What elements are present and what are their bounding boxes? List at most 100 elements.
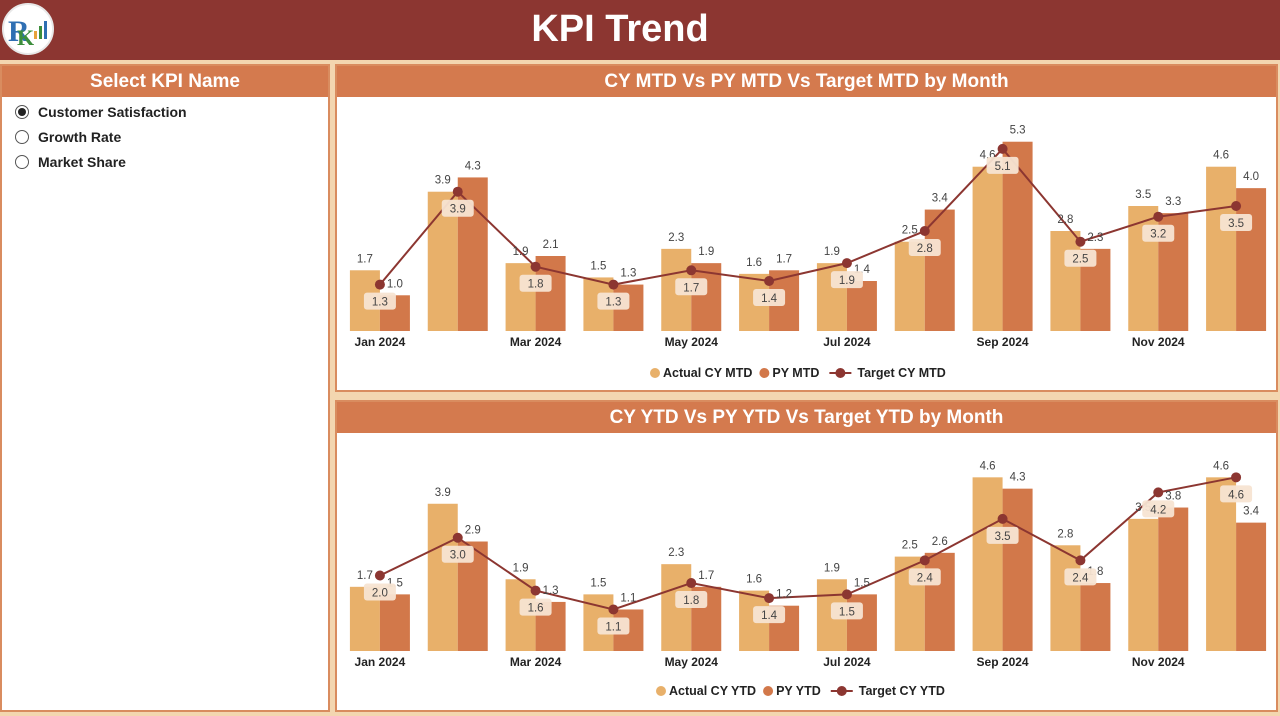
bar-py xyxy=(379,594,410,651)
data-label-py: 5.3 xyxy=(1010,125,1026,137)
target-point xyxy=(919,226,930,236)
data-label-py: 2.9 xyxy=(465,525,481,537)
x-tick-label: Jan 2024 xyxy=(355,655,406,669)
target-point xyxy=(452,186,463,197)
x-tick-label: Nov 2024 xyxy=(1132,655,1185,669)
bar-actual xyxy=(1206,477,1237,651)
x-tick-label: Mar 2024 xyxy=(510,335,562,349)
target-label-box xyxy=(597,617,630,635)
data-label-actual: 1.5 xyxy=(590,577,606,589)
slicer-option-label: Customer Satisfaction xyxy=(38,103,187,120)
legend-target-label: Target CY MTD xyxy=(857,366,945,380)
target-label-box xyxy=(597,292,630,310)
data-label-py: 1.9 xyxy=(698,246,714,258)
data-label-target: 3.2 xyxy=(1150,229,1166,241)
bar-py xyxy=(1002,488,1033,651)
target-label-box xyxy=(830,271,863,289)
data-label-actual: 1.6 xyxy=(746,574,762,586)
data-label-target: 1.4 xyxy=(761,610,778,622)
data-label-py: 4.3 xyxy=(465,160,481,172)
target-label-box xyxy=(986,526,1019,544)
data-label-py: 4.0 xyxy=(1243,171,1259,183)
x-tick-label: Mar 2024 xyxy=(510,655,562,669)
data-label-actual: 1.6 xyxy=(746,257,762,269)
legend-actual-icon xyxy=(656,686,666,696)
x-tick-label: Jul 2024 xyxy=(823,655,871,669)
data-label-target: 1.5 xyxy=(839,606,855,618)
data-label-actual: 3.9 xyxy=(435,487,451,499)
target-point xyxy=(374,570,385,581)
target-point xyxy=(452,532,463,543)
slicer-option-label: Market Share xyxy=(38,153,126,170)
slicer-option-growth-rate[interactable]: Growth Rate xyxy=(2,124,328,149)
target-label-box xyxy=(441,545,474,563)
data-label-target: 3.5 xyxy=(1228,218,1244,230)
legend-py-icon xyxy=(759,368,770,378)
data-label-py: 4.3 xyxy=(1010,472,1026,484)
x-tick-label: May 2024 xyxy=(665,335,719,349)
ytd-chart-panel: CY YTD Vs PY YTD Vs Target YTD by Month … xyxy=(335,400,1278,712)
data-label-py: 1.7 xyxy=(698,570,714,582)
x-tick-label: Sep 2024 xyxy=(977,335,1029,349)
data-label-target: 1.1 xyxy=(605,621,621,633)
data-label-target: 1.6 xyxy=(528,603,544,615)
target-label-box xyxy=(908,239,941,256)
bar-actual xyxy=(1050,545,1081,651)
data-label-py: 2.3 xyxy=(1087,232,1103,244)
radio-icon[interactable] xyxy=(15,129,29,144)
bar-py xyxy=(1236,188,1267,331)
slicer-option-customer-satisfaction[interactable]: Customer Satisfaction xyxy=(2,99,328,124)
target-point xyxy=(608,279,619,290)
target-label-box xyxy=(753,606,786,624)
legend-py-icon xyxy=(763,686,774,696)
target-point xyxy=(686,265,697,276)
legend-target-icon xyxy=(835,368,846,378)
legend-target-label: Target CY YTD xyxy=(859,684,945,698)
data-label-target: 1.7 xyxy=(683,282,699,294)
bar-py xyxy=(846,281,877,331)
data-label-actual: 3.5 xyxy=(1135,189,1151,201)
target-point xyxy=(1075,555,1086,566)
target-point xyxy=(530,585,541,596)
data-label-actual: 2.8 xyxy=(1057,528,1073,540)
target-line xyxy=(379,147,1237,286)
target-label-box xyxy=(1220,214,1253,231)
mtd-chart: 1.7 1.0 1.3 3.9 4.3 3.9 1.9 2.1 1.8 1.5 1.3 1.3 2.3 1… xyxy=(349,125,1267,380)
data-label-actual: 1.7 xyxy=(357,253,373,265)
x-tick-label: Nov 2024 xyxy=(1132,335,1185,349)
slicer-option-label: Growth Rate xyxy=(38,128,122,145)
legend-actual-label: Actual CY YTD xyxy=(669,684,756,698)
target-point xyxy=(764,593,775,604)
mtd-chart-panel: CY MTD Vs PY MTD Vs Target MTD by Month … xyxy=(335,64,1278,392)
target-point xyxy=(841,589,852,600)
ytd-chart: 1.7 1.5 2.0 3.9 2.9 3.0 1.9 1.3 1.6 1.5 1.1 1.1 2.3 1… xyxy=(349,460,1267,698)
data-label-target: 5.1 xyxy=(995,161,1011,173)
target-point xyxy=(608,604,619,615)
target-label-box xyxy=(1142,224,1175,242)
data-label-target: 1.8 xyxy=(528,279,544,291)
data-label-actual: 2.3 xyxy=(668,547,684,559)
data-label-target: 3.9 xyxy=(450,204,466,216)
data-label-target: 4.6 xyxy=(1228,489,1244,501)
target-point xyxy=(1075,236,1086,247)
radio-selected-icon[interactable] xyxy=(15,104,29,119)
bar-actual xyxy=(1128,518,1159,651)
target-point xyxy=(1153,487,1164,498)
data-label-py: 1.3 xyxy=(620,268,636,280)
data-label-actual: 4.6 xyxy=(980,460,996,472)
slicer-option-market-share[interactable]: Market Share xyxy=(2,149,328,174)
target-point xyxy=(997,143,1008,154)
radio-icon[interactable] xyxy=(15,154,29,169)
bar-actual xyxy=(894,241,925,331)
data-label-actual: 1.9 xyxy=(513,562,529,574)
data-label-py: 1.0 xyxy=(387,278,403,290)
target-label-box xyxy=(986,156,1019,174)
x-tick-label: Jul 2024 xyxy=(823,335,871,349)
data-label-target: 1.9 xyxy=(839,275,855,287)
data-label-actual: 1.9 xyxy=(824,246,840,258)
target-label-box xyxy=(363,583,396,601)
data-label-py: 1.2 xyxy=(776,589,792,601)
legend-py-label: PY MTD xyxy=(772,366,819,380)
bar-actual xyxy=(427,503,458,651)
target-point xyxy=(686,578,697,589)
